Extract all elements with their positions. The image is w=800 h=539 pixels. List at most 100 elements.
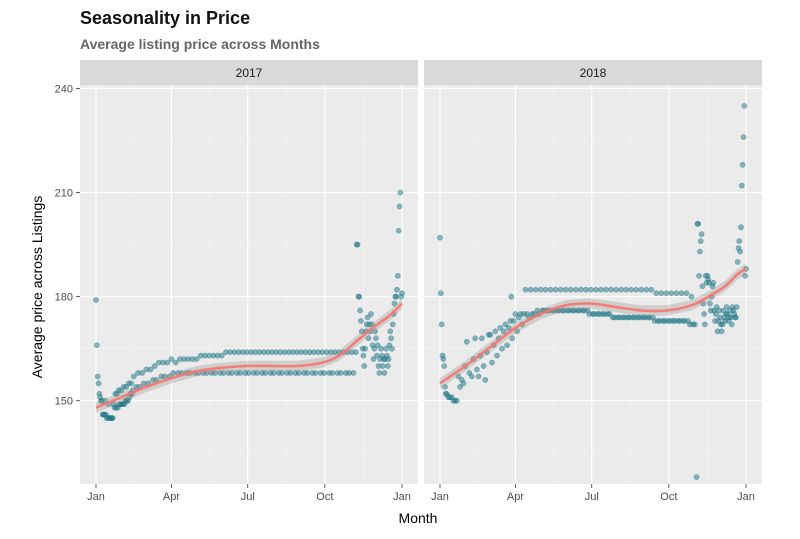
data-point [370, 356, 377, 362]
data-point [396, 203, 403, 210]
data-point [337, 370, 344, 376]
smooth-line [95, 302, 403, 409]
x-tick-label: Jan [393, 491, 411, 503]
data-point [463, 338, 470, 345]
chart-subtitle: Average listing price across Months [80, 36, 320, 52]
data-point [552, 286, 559, 293]
data-point [701, 311, 707, 317]
data-point [384, 363, 391, 369]
data-point [547, 286, 554, 293]
x-axis-title: Month [399, 510, 438, 526]
data-point [172, 359, 179, 366]
data-point [385, 356, 392, 362]
data-point [353, 349, 359, 356]
data-point [321, 370, 327, 376]
data-point [567, 286, 574, 293]
data-point [457, 384, 463, 390]
data-point [489, 359, 495, 366]
data-point [389, 321, 396, 328]
data-point [147, 366, 154, 373]
data-point [438, 321, 445, 328]
data-point [509, 335, 515, 342]
data-point [678, 290, 685, 297]
data-point [648, 286, 655, 293]
data-point [437, 290, 444, 297]
data-point [379, 363, 386, 369]
data-point [304, 370, 311, 376]
data-point [613, 286, 619, 293]
data-point [383, 345, 389, 352]
x-tick-label: Jan [431, 491, 449, 503]
data-point [653, 290, 660, 297]
data-point [702, 321, 708, 328]
x-tick-label: Oct [316, 491, 333, 503]
data-point [168, 356, 175, 362]
data-point [361, 363, 368, 369]
x-tick-label: Jan [737, 491, 755, 503]
data-point [532, 286, 539, 293]
data-point [673, 290, 680, 297]
data-point [542, 286, 549, 293]
data-point [737, 248, 743, 255]
y-axis-title: Average price across Listings [29, 196, 45, 379]
data-point [358, 318, 364, 324]
data-point [130, 373, 137, 380]
data-point [440, 356, 447, 362]
data-point [710, 279, 717, 286]
panel-background [80, 85, 418, 484]
data-point [742, 272, 749, 279]
data-point [357, 307, 363, 314]
facet-label: 2017 [236, 66, 263, 80]
data-point [94, 373, 101, 380]
y-tick-label: 240 [55, 83, 73, 95]
data-point [372, 328, 379, 335]
data-point [373, 335, 379, 342]
data-point [734, 259, 741, 265]
x-tick-label: Jan [87, 491, 105, 503]
data-point [350, 370, 357, 376]
data-point [389, 345, 395, 352]
data-point [362, 345, 368, 352]
data-point [738, 182, 745, 189]
data-point [608, 286, 614, 293]
data-point [623, 286, 629, 293]
data-point [374, 342, 381, 349]
data-point [698, 231, 705, 238]
data-point [643, 286, 650, 293]
data-point [718, 328, 725, 335]
data-point [474, 366, 480, 373]
data-point [394, 286, 400, 293]
data-point [728, 321, 735, 328]
chart-title: Seasonality in Price [80, 8, 251, 28]
x-tick-label: Jul [241, 491, 255, 503]
data-point [475, 373, 482, 380]
data-point [736, 238, 743, 244]
data-point [633, 286, 640, 293]
data-point [668, 290, 675, 297]
data-point [193, 356, 200, 362]
data-point [364, 314, 371, 321]
data-point [497, 325, 504, 331]
data-point [95, 380, 102, 387]
data-point [360, 352, 367, 359]
data-point [723, 304, 730, 310]
data-point [460, 380, 467, 387]
data-point [487, 331, 494, 338]
data-point [399, 290, 405, 297]
data-point [739, 161, 746, 168]
data-point [504, 342, 510, 349]
data-point [514, 328, 520, 335]
data-point [696, 272, 702, 279]
x-tick-label: Apr [507, 491, 524, 503]
data-point [618, 286, 624, 293]
data-point [606, 311, 613, 317]
data-point [394, 272, 401, 279]
data-point [741, 102, 748, 109]
facet-strip [424, 60, 762, 85]
data-point [482, 377, 489, 383]
data-point [393, 293, 399, 300]
data-point [712, 311, 719, 317]
data-point [479, 335, 485, 342]
data-point [378, 345, 384, 352]
data-point [492, 328, 499, 335]
